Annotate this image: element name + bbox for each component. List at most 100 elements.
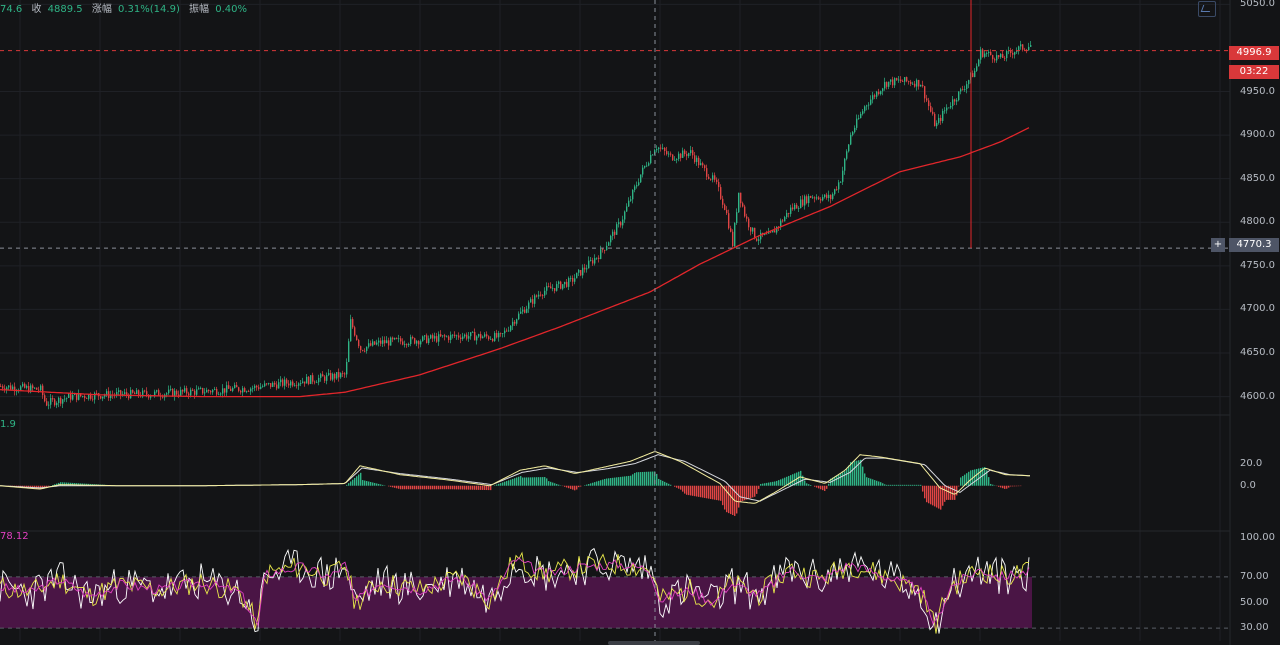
candle-body [544,290,546,296]
candle [422,335,424,342]
candle [930,102,932,113]
candle [136,387,138,395]
candle [678,151,680,162]
candle-body [224,388,226,393]
macd-bar [652,471,654,486]
candle-body [584,267,586,270]
macd-value-label: 1.9 [0,419,16,430]
candle-body [100,396,102,399]
candle [850,132,852,146]
candle [916,78,918,91]
macd-bar [504,481,506,486]
macd-bar [842,472,844,486]
macd-bar [428,485,430,490]
candle [684,148,686,157]
candle [12,384,14,391]
macd-bar [502,482,504,486]
macd-bar [518,476,520,486]
macd-bar [424,485,426,490]
candle-body [342,373,344,374]
macd-bar [604,478,606,486]
candle [864,105,866,114]
candle-body [992,55,994,60]
candle [884,77,886,91]
price-tick-label: 5050.0 [1240,0,1275,10]
candle [690,145,692,156]
candle-body [472,331,474,333]
rsi-line-2 [0,551,1030,634]
candle [576,272,578,279]
macd-bar [432,485,434,490]
candle [494,331,496,342]
candle [246,390,248,394]
macd-bar [922,485,924,492]
macd-bar [378,483,380,486]
price-tick-label: 4900.0 [1240,129,1275,141]
candle [1028,42,1030,51]
candle [546,282,548,295]
candle [456,334,458,340]
candle [938,114,940,125]
candle [952,95,954,110]
candle-body [396,337,398,339]
candle [496,329,498,339]
candle-body [194,390,196,395]
macd-bar [614,477,616,486]
candle-body [206,389,208,393]
candle [480,331,482,341]
macd-bar [452,485,454,490]
candle [966,80,968,94]
candle-body [106,391,108,396]
candle [862,108,864,116]
candle-body [922,84,924,87]
candle [160,392,162,401]
macd-bar [840,473,842,486]
macd-bar [686,485,688,495]
macd-bar [694,485,696,497]
macd-bar [576,485,578,490]
candle-body [408,344,410,346]
candle [974,68,976,78]
crosshair-plus-icon[interactable]: + [1211,238,1225,252]
candle [986,51,988,57]
candle-body [880,91,882,95]
macd-bar [808,484,810,486]
candle [920,84,922,87]
candle [196,385,198,397]
macd-bar [408,485,410,490]
candle [1006,49,1008,62]
candle-body [890,79,892,82]
candle-body [38,389,40,391]
candle [532,295,534,308]
macd-bar [462,485,464,490]
macd-bar [354,477,356,486]
candle [372,339,374,347]
macd-bar [884,484,886,486]
candle-body [532,299,534,304]
candle [298,382,300,390]
macd-bar [362,480,364,486]
macd-bar [470,485,472,490]
candle-body [850,134,852,145]
macd-bar [898,484,900,486]
candle [326,372,328,385]
horizontal-scrollbar[interactable] [608,641,700,645]
fullscreen-icon[interactable] [1198,1,1216,17]
candle [222,384,224,398]
rsi-band-lines [0,576,1230,629]
candle [846,149,848,161]
candle-body [52,398,54,400]
candle [722,195,724,209]
candle-body [984,53,986,57]
candle-body [456,335,458,337]
candle [840,181,842,183]
candle [168,385,170,395]
candle-body [470,332,472,337]
candle [536,294,538,298]
candle [838,179,840,193]
candle [696,155,698,166]
candle-body [836,189,838,190]
candle [274,380,276,387]
candle [724,203,726,211]
